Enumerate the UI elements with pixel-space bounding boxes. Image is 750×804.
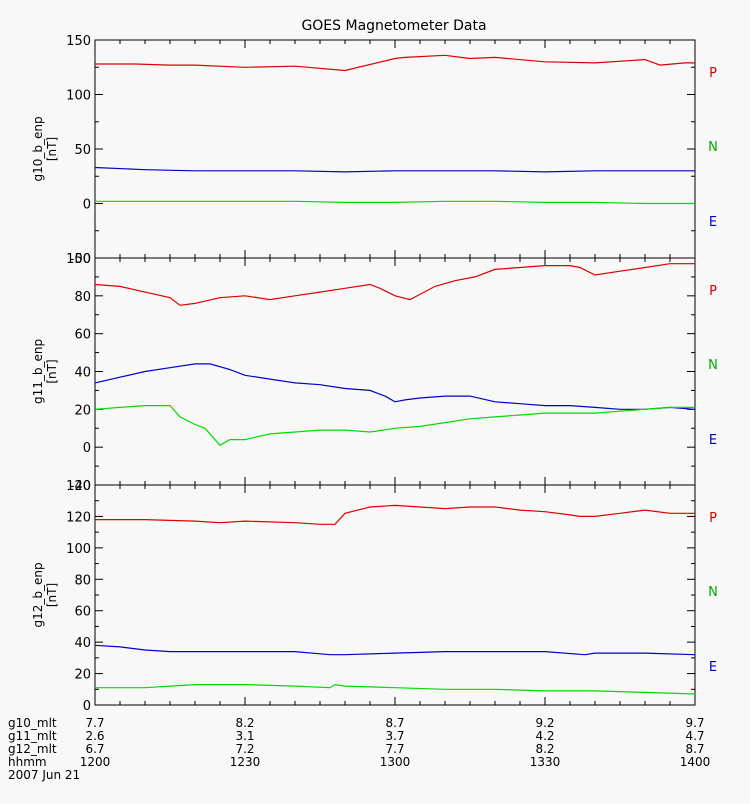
y-axis-unit: [nT] — [45, 359, 59, 383]
y-tick-label: 80 — [74, 290, 91, 305]
x-row-value: 3.1 — [235, 729, 254, 743]
x-row-value: 4.2 — [535, 729, 554, 743]
x-row-label: g12_mlt — [8, 742, 57, 756]
y-tick-label: 40 — [74, 366, 91, 381]
x-row-value: 2.6 — [85, 729, 104, 743]
panel-frame — [94, 484, 696, 706]
y-tick-label: 150 — [66, 34, 91, 49]
series-line-p — [94, 263, 695, 306]
x-row-value: 9.7 — [685, 716, 704, 730]
x-row-value: 1400 — [680, 755, 711, 769]
x-row-value: 8.2 — [235, 716, 254, 730]
legend-p: P — [709, 284, 717, 299]
panel-frame — [94, 39, 696, 259]
y-tick-label: -20 — [70, 479, 91, 494]
x-row-value: 1230 — [230, 755, 261, 769]
panel-1: -50 0 50 100 150 g10_b_enp [nT] P N E — [31, 34, 718, 267]
series-line-n — [94, 363, 696, 410]
y-tick-label: 100 — [66, 89, 91, 104]
y-tick-label: 100 — [66, 542, 91, 557]
x-row-label: g10_mlt — [8, 716, 57, 730]
y-tick-label: 20 — [74, 403, 91, 418]
x-row-value: 1330 — [530, 755, 561, 769]
series-line-n — [94, 166, 695, 173]
y-tick-label: 140 — [66, 479, 91, 494]
series-line-e — [94, 405, 695, 447]
x-axis-date: 2007 Jun 21 — [8, 768, 80, 782]
panel-2: -20 0 20 40 60 80 100 g11_b_enp [nT] P N E — [31, 252, 718, 494]
y-axis-label: g11_b_enp — [31, 339, 45, 404]
x-row-value: 8.7 — [385, 716, 404, 730]
legend-e: E — [709, 433, 717, 448]
series-line-e — [95, 683, 696, 695]
series-line-p — [95, 504, 695, 525]
x-row-value: 8.2 — [535, 742, 554, 756]
legend-n: N — [708, 358, 718, 373]
legend-n: N — [708, 140, 718, 155]
y-tick-label: 60 — [74, 605, 91, 620]
y-tick-label: 50 — [74, 143, 91, 158]
chart-title: GOES Magnetometer Data — [301, 18, 486, 34]
legend-p: P — [709, 511, 717, 526]
y-axis-label: g12_b_enp — [31, 562, 45, 627]
x-row-value: 7.7 — [85, 716, 104, 730]
y-tick-label: 0 — [83, 699, 91, 714]
x-row-value: 6.7 — [85, 742, 104, 756]
panel-frame — [94, 257, 696, 486]
series-line-e — [95, 200, 695, 205]
y-tick-label: -50 — [70, 252, 91, 267]
x-row-value: 1300 — [380, 755, 411, 769]
x-row-value: 3.7 — [385, 729, 404, 743]
x-row-value: 1200 — [80, 755, 111, 769]
panel-3: 0 20 40 60 80 100 120 140 g12_b_enp [nT] P N E — [31, 479, 718, 714]
y-tick-label: 0 — [83, 198, 91, 213]
x-row-value: 4.7 — [685, 729, 704, 743]
x-axis-table: g10_mlt 7.7 8.2 8.7 9.2 9.7 g11_mlt 2.6 3.1 3.7 4.… — [8, 716, 710, 782]
y-tick-label: 20 — [74, 668, 91, 683]
y-tick-label: 100 — [66, 252, 91, 267]
series-line-n — [94, 644, 696, 656]
y-tick-label: 40 — [74, 636, 91, 651]
y-axis-unit: [nT] — [45, 137, 59, 161]
x-row-label: g11_mlt — [8, 729, 57, 743]
x-row-value: 7.7 — [385, 742, 404, 756]
x-row-value: 9.2 — [535, 716, 554, 730]
y-tick-label: 0 — [83, 441, 91, 456]
x-row-value: 8.7 — [685, 742, 704, 756]
legend-e: E — [709, 660, 717, 675]
y-tick-label: 120 — [66, 510, 91, 525]
x-row-value: 7.2 — [235, 742, 254, 756]
legend-p: P — [709, 66, 717, 81]
legend-n: N — [708, 585, 718, 600]
series-line-p — [95, 54, 695, 72]
y-axis-unit: [nT] — [45, 583, 59, 607]
y-tick-label: 80 — [74, 573, 91, 588]
legend-e: E — [709, 215, 717, 230]
y-axis-label: g10_b_enp — [31, 116, 45, 181]
y-tick-label: 60 — [74, 328, 91, 343]
x-row-label: hhmm — [8, 755, 47, 769]
